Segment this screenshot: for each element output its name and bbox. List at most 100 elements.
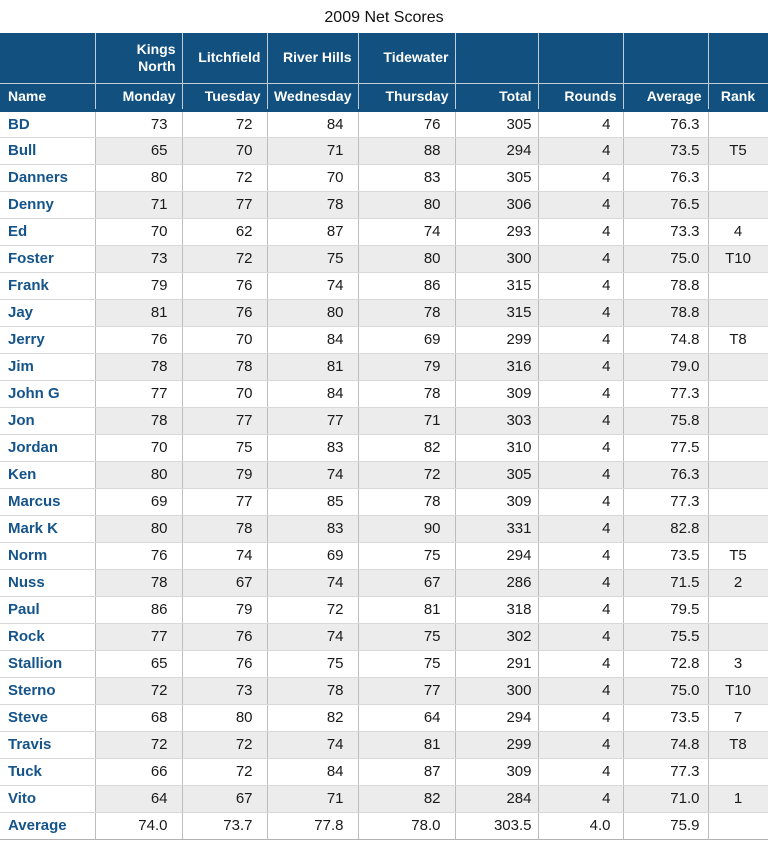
rounds-cell: 4 — [538, 515, 624, 543]
rounds-cell: 4 — [538, 137, 624, 165]
average-cell: 75.0 — [623, 245, 709, 273]
rank-cell — [708, 110, 768, 138]
score-cell: 64 — [95, 785, 183, 813]
score-cell: 72 — [95, 677, 183, 705]
average-cell: 77.3 — [623, 380, 709, 408]
score-cell: 75 — [267, 650, 359, 678]
table-row: Jerry 76 70 84 69 299 4 74.8 T8 — [0, 326, 768, 354]
total-cell: 294 — [455, 137, 539, 165]
table-row: Vito 64 67 71 82 284 4 71.0 1 — [0, 785, 768, 813]
column-header-cell: Name — [0, 83, 96, 112]
course-header-cell: Kings North — [95, 33, 183, 84]
score-cell: 82 — [358, 785, 456, 813]
score-cell: 84 — [267, 758, 359, 786]
rounds-cell: 4 — [538, 380, 624, 408]
table-row: Paul 86 79 72 81 318 4 79.5 — [0, 596, 768, 624]
rank-cell — [708, 380, 768, 408]
rounds-cell: 4 — [538, 353, 624, 381]
total-cell: 305 — [455, 164, 539, 192]
rank-cell: 7 — [708, 704, 768, 732]
rounds-cell: 4 — [538, 461, 624, 489]
score-cell: 78 — [267, 677, 359, 705]
score-cell: 80 — [95, 164, 183, 192]
total-cell: 299 — [455, 731, 539, 759]
player-name-cell: Jim — [0, 353, 96, 381]
score-cell: 83 — [358, 164, 456, 192]
table-row: Foster 73 72 75 80 300 4 75.0 T10 — [0, 245, 768, 273]
total-cell: 294 — [455, 542, 539, 570]
score-cell: 81 — [358, 731, 456, 759]
rounds-cell: 4 — [538, 704, 624, 732]
score-cell: 76 — [358, 110, 456, 138]
player-name-cell: Jordan — [0, 434, 96, 462]
table-row: Ken 80 79 74 72 305 4 76.3 — [0, 461, 768, 489]
column-header-row: Name Monday Tuesday Wednesday Thursday Total R… — [0, 83, 768, 112]
footer-score-cell: 77.8 — [267, 811, 359, 840]
rank-cell — [708, 272, 768, 300]
score-cell: 82 — [267, 704, 359, 732]
score-cell: 86 — [358, 272, 456, 300]
table-row: BD 73 72 84 76 305 4 76.3 — [0, 110, 768, 138]
average-cell: 75.0 — [623, 677, 709, 705]
average-cell: 71.5 — [623, 569, 709, 597]
rank-cell: 4 — [708, 218, 768, 246]
footer-score-cell: 78.0 — [358, 811, 456, 840]
player-name-cell: Steve — [0, 704, 96, 732]
player-name-cell: Vito — [0, 785, 96, 813]
score-cell: 67 — [182, 569, 268, 597]
score-cell: 67 — [182, 785, 268, 813]
net-scores-table: Kings North Litchfield River Hills Tidewate… — [0, 33, 768, 840]
course-header-cell: Tidewater — [358, 33, 456, 84]
average-cell: 74.8 — [623, 326, 709, 354]
score-cell: 74 — [267, 461, 359, 489]
score-cell: 79 — [182, 461, 268, 489]
score-cell: 66 — [95, 758, 183, 786]
score-cell: 69 — [358, 326, 456, 354]
total-cell: 303 — [455, 407, 539, 435]
rank-cell — [708, 461, 768, 489]
footer-score-cell: 74.0 — [95, 811, 183, 840]
table-row: Danners 80 72 70 83 305 4 76.3 — [0, 164, 768, 192]
score-cell: 73 — [95, 245, 183, 273]
score-cell: 77 — [182, 191, 268, 219]
rank-cell: T10 — [708, 245, 768, 273]
table-row: Norm 76 74 69 75 294 4 73.5 T5 — [0, 542, 768, 570]
score-cell: 65 — [95, 650, 183, 678]
player-name-cell: Norm — [0, 542, 96, 570]
score-cell: 77 — [182, 488, 268, 516]
average-cell: 82.8 — [623, 515, 709, 543]
average-cell: 76.3 — [623, 461, 709, 489]
table-row: Jay 81 76 80 78 315 4 78.8 — [0, 299, 768, 327]
player-name-cell: Danners — [0, 164, 96, 192]
score-cell: 74 — [267, 731, 359, 759]
score-cell: 85 — [267, 488, 359, 516]
score-cell: 80 — [182, 704, 268, 732]
total-cell: 318 — [455, 596, 539, 624]
table-row: Frank 79 76 74 86 315 4 78.8 — [0, 272, 768, 300]
total-cell: 293 — [455, 218, 539, 246]
player-name-cell: Jerry — [0, 326, 96, 354]
score-cell: 82 — [358, 434, 456, 462]
average-cell: 77.5 — [623, 434, 709, 462]
table-row: Denny 71 77 78 80 306 4 76.5 — [0, 191, 768, 219]
score-cell: 70 — [95, 434, 183, 462]
score-cell: 72 — [182, 245, 268, 273]
footer-rounds-cell: 4.0 — [538, 811, 624, 840]
rank-cell — [708, 191, 768, 219]
player-name-cell: Jon — [0, 407, 96, 435]
total-cell: 305 — [455, 461, 539, 489]
rank-cell: 2 — [708, 569, 768, 597]
score-cell: 83 — [267, 434, 359, 462]
average-cell: 77.3 — [623, 488, 709, 516]
score-cell: 86 — [95, 596, 183, 624]
total-cell: 302 — [455, 623, 539, 651]
score-cell: 71 — [267, 137, 359, 165]
rank-cell: 1 — [708, 785, 768, 813]
score-cell: 78 — [358, 488, 456, 516]
average-cell: 73.3 — [623, 218, 709, 246]
rank-cell — [708, 623, 768, 651]
score-cell: 77 — [95, 380, 183, 408]
score-cell: 65 — [95, 137, 183, 165]
total-cell: 291 — [455, 650, 539, 678]
table-body: BD 73 72 84 76 305 4 76.3 Bull 65 70 71 88 294 4 73.5 T5… — [0, 110, 768, 813]
